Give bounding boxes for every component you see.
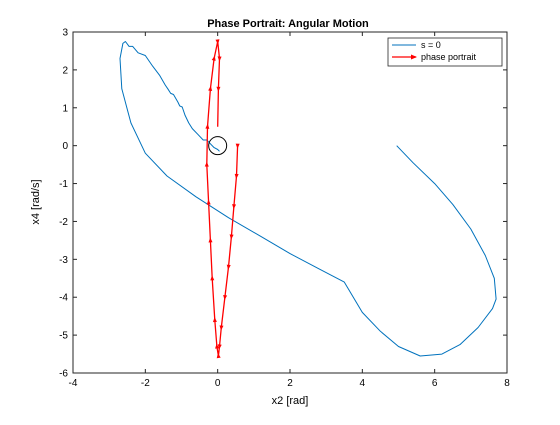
phase-arrow-marker bbox=[217, 56, 222, 62]
arrow-head bbox=[210, 275, 215, 281]
arrow-head bbox=[226, 264, 231, 270]
phase-arrow-marker bbox=[223, 294, 228, 301]
y-tick-label: -3 bbox=[59, 255, 68, 266]
arrow-head bbox=[223, 294, 228, 301]
x-tick-label: 8 bbox=[504, 378, 510, 389]
phase-arrow-marker bbox=[211, 55, 216, 61]
phase-arrow-marker bbox=[226, 264, 231, 270]
legend-swatch-arrow-head bbox=[411, 54, 417, 60]
phase-arrow-marker bbox=[210, 275, 215, 281]
y-tick-label: 2 bbox=[62, 65, 68, 76]
legend-entry-s0: s = 0 bbox=[421, 40, 441, 50]
x-tick-label: 6 bbox=[432, 378, 438, 389]
phase-arrow-marker bbox=[216, 353, 221, 359]
legend: s = 0 phase portrait bbox=[387, 37, 503, 67]
x-tick-label: -4 bbox=[69, 378, 78, 389]
y-tick-label: 0 bbox=[62, 141, 68, 152]
arrow-head bbox=[215, 39, 220, 45]
y-tick-label: -1 bbox=[59, 179, 68, 190]
arrow-head bbox=[232, 204, 237, 210]
x-tick-label: 2 bbox=[287, 378, 293, 389]
y-axis-label: x4 [rad/s] bbox=[30, 179, 42, 224]
arrow-head bbox=[235, 143, 240, 149]
arrow-head bbox=[215, 343, 220, 349]
phase-arrow-marker bbox=[208, 85, 213, 92]
phase-arrow-marker bbox=[206, 199, 211, 205]
arrow-head bbox=[211, 55, 216, 61]
plot-area bbox=[72, 31, 508, 374]
arrow-head bbox=[212, 317, 217, 323]
axis-ticks bbox=[72, 31, 508, 374]
arrow-head bbox=[208, 237, 213, 243]
y-tick-labels: 3 2 1 0 -1 -2 -3 -4 -5 -6 bbox=[59, 28, 68, 380]
phase-arrow-marker bbox=[235, 143, 240, 149]
arrow-head bbox=[219, 325, 224, 331]
legend-box bbox=[387, 37, 503, 67]
x-tick-label: -2 bbox=[141, 378, 150, 389]
phase-arrow-marker bbox=[219, 325, 224, 331]
y-tick-label: -2 bbox=[59, 217, 68, 228]
series-line-phase-portrait bbox=[206, 40, 239, 357]
y-tick-label: -5 bbox=[59, 331, 68, 342]
series-layer bbox=[119, 39, 497, 359]
arrow-head bbox=[229, 234, 234, 240]
phase-arrow-marker bbox=[215, 39, 220, 45]
x-tick-label: 4 bbox=[360, 378, 366, 389]
x-tick-labels: -4 -2 0 2 4 6 8 bbox=[69, 378, 511, 389]
phase-arrow-marker bbox=[212, 317, 217, 323]
y-tick-label: 1 bbox=[62, 103, 68, 114]
y-tick-label: 3 bbox=[62, 28, 68, 39]
phase-arrow-marker bbox=[215, 343, 220, 349]
phase-arrow-marker bbox=[229, 234, 234, 240]
x-tick-label: 0 bbox=[215, 378, 221, 389]
phase-arrow-marker bbox=[217, 344, 222, 350]
arrow-head bbox=[217, 56, 222, 62]
legend-entry-phase-portrait: phase portrait bbox=[421, 52, 477, 62]
y-tick-label: -6 bbox=[59, 369, 68, 380]
phase-arrow-marker bbox=[234, 173, 239, 179]
phase-arrow-marker bbox=[205, 123, 210, 129]
phase-arrow-marker bbox=[204, 161, 209, 167]
arrow-head bbox=[234, 173, 239, 179]
x-axis-label: x2 [rad] bbox=[272, 395, 309, 407]
arrow-head bbox=[216, 353, 221, 359]
arrow-head bbox=[216, 86, 221, 92]
arrow-head bbox=[205, 123, 210, 129]
phase-arrow-marker bbox=[216, 86, 221, 92]
arrow-head bbox=[206, 199, 211, 205]
origin-circle-marker bbox=[208, 136, 228, 156]
chart-title: Phase Portrait: Angular Motion bbox=[207, 18, 369, 30]
phase-arrow-marker bbox=[208, 237, 213, 243]
y-tick-label: -4 bbox=[59, 293, 68, 304]
series-line-s0 bbox=[119, 41, 497, 357]
arrow-head bbox=[208, 85, 213, 92]
arrow-head bbox=[217, 344, 222, 350]
legend-swatch-phase-portrait bbox=[392, 54, 417, 60]
phase-arrow-marker bbox=[232, 204, 237, 210]
arrow-head bbox=[204, 161, 209, 167]
